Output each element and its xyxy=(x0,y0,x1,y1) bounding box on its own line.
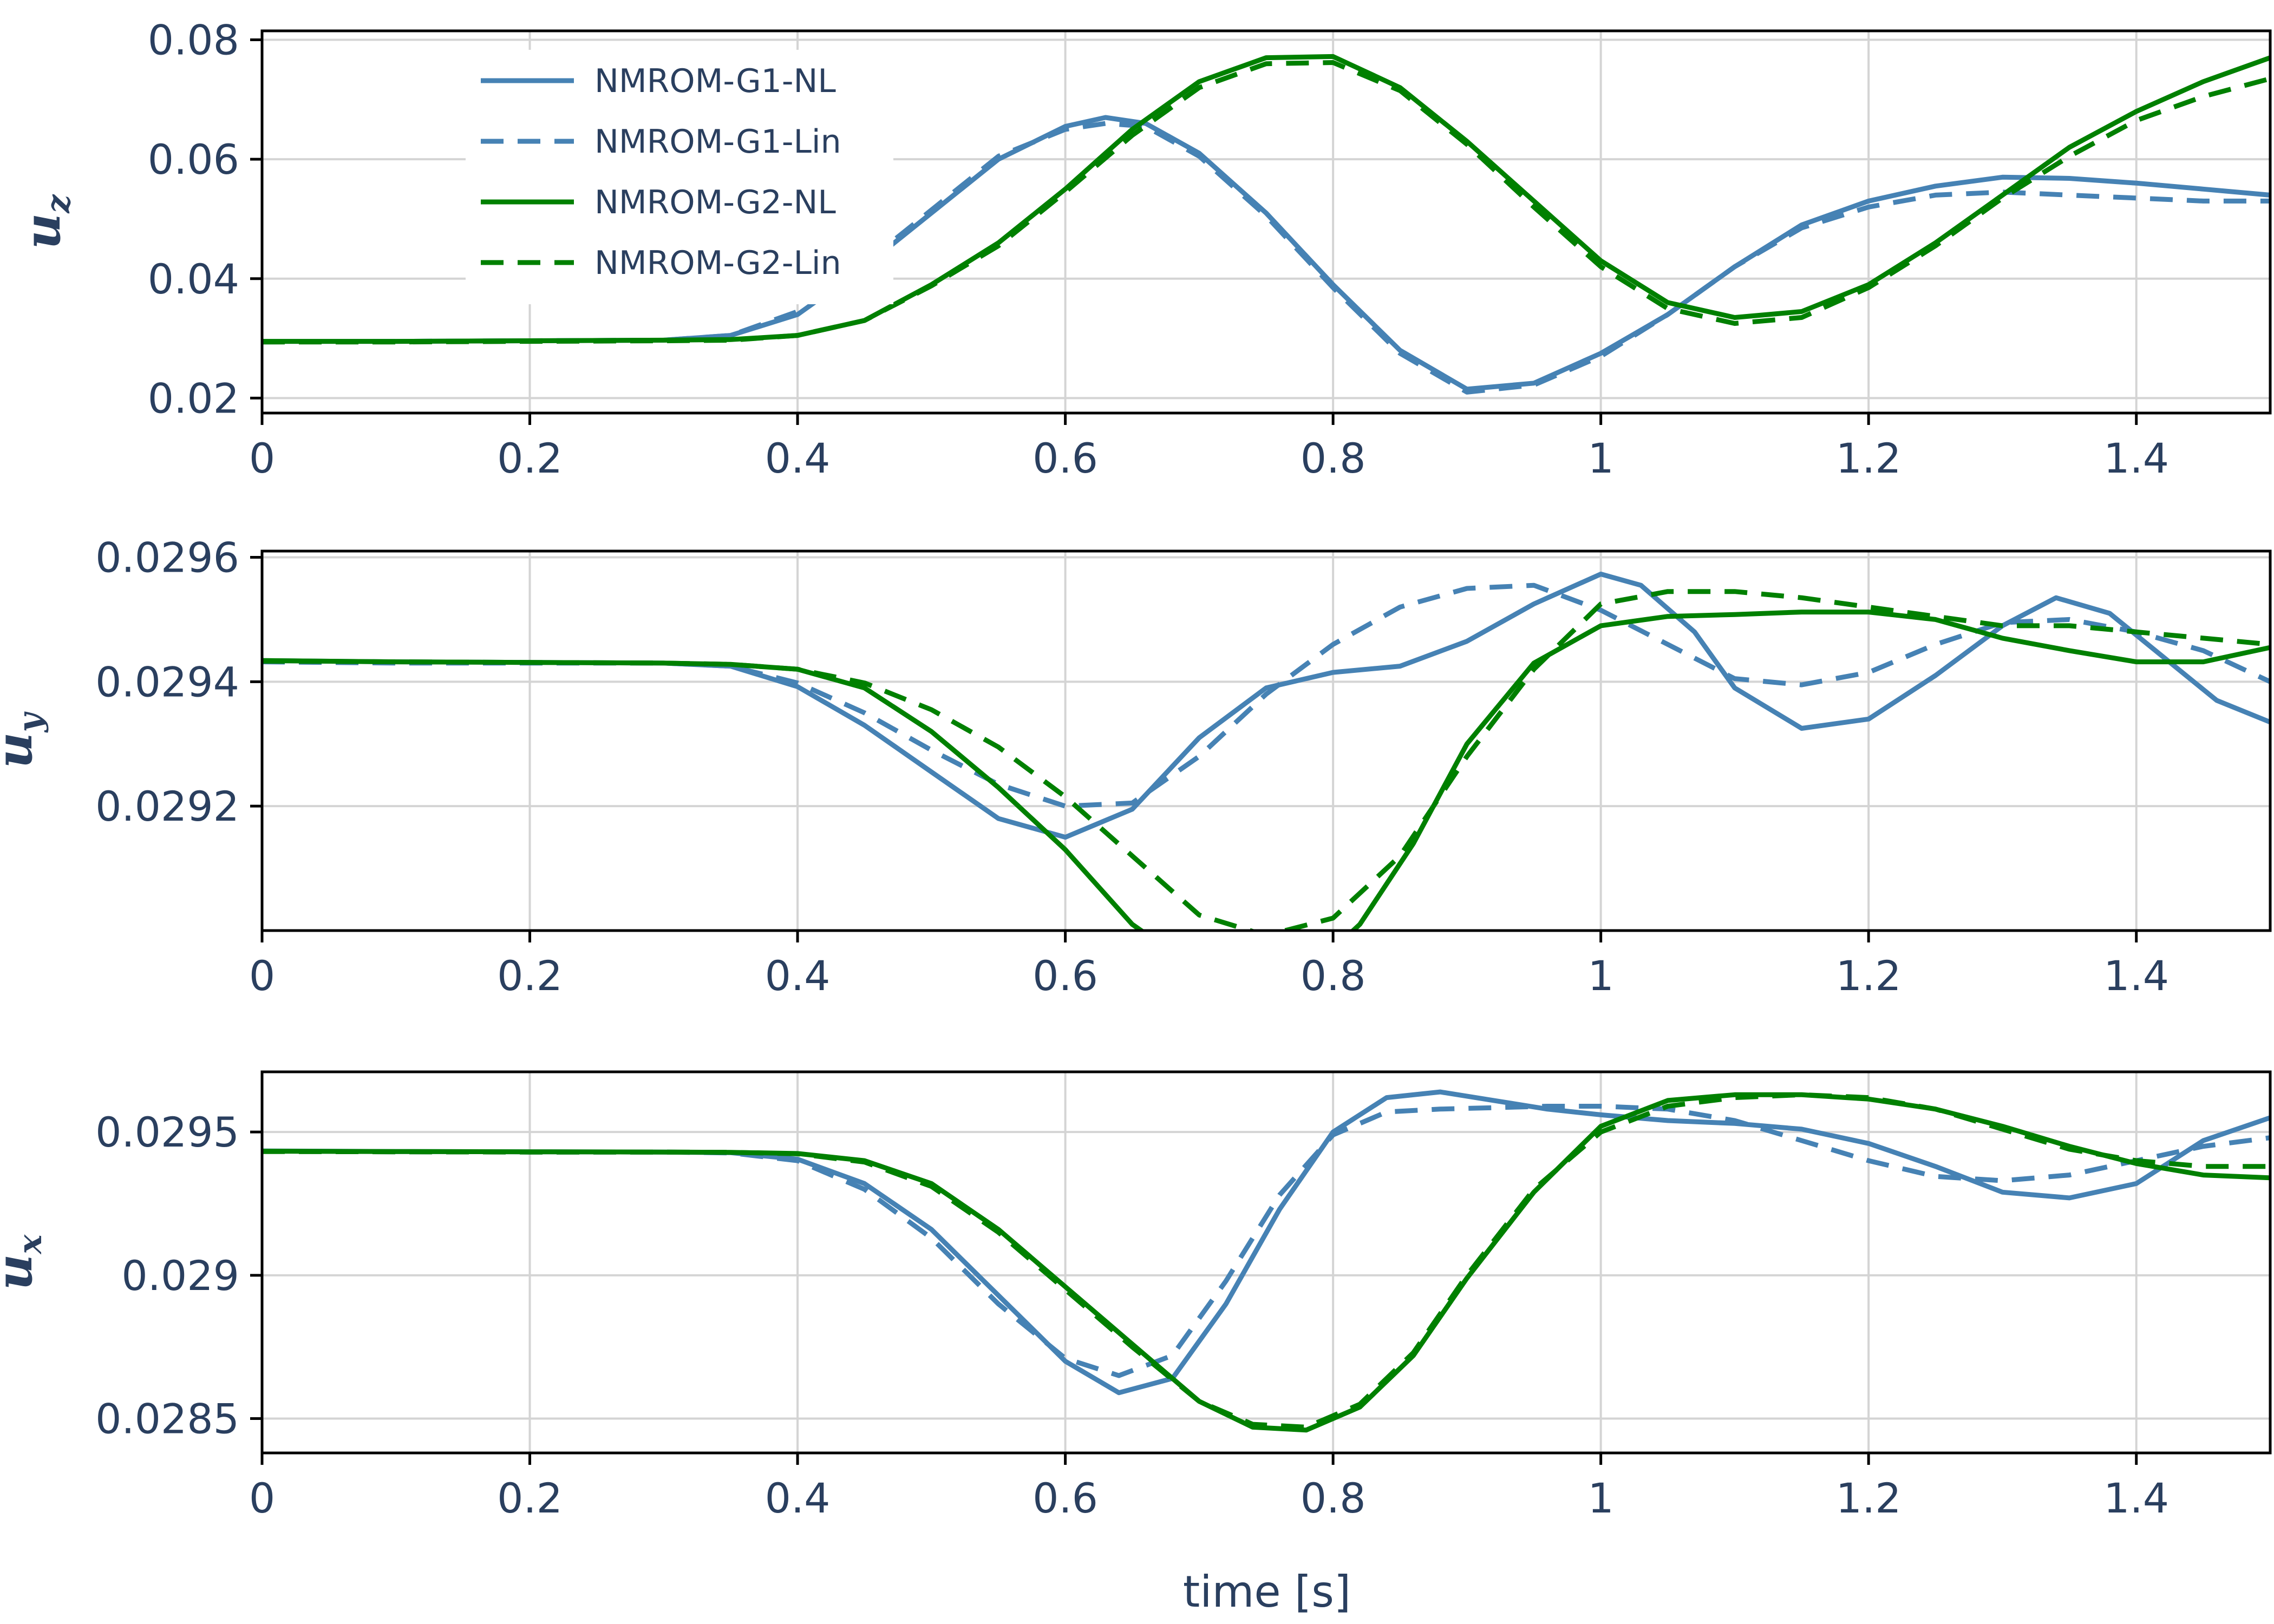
uz-y-tick-label: 0.06 xyxy=(148,135,239,184)
ux-series-nmrom-g2-lin xyxy=(262,1092,2270,1430)
ux-y-axis-title: ux xyxy=(0,1234,49,1290)
uy-y-axis-title-sub: y xyxy=(11,711,49,733)
ux-series-group xyxy=(262,1089,2270,1433)
uy-series-group xyxy=(262,572,2270,931)
uz-x-tick-label: 1 xyxy=(1587,434,1613,482)
uz-y-axis-title-main: u xyxy=(13,213,71,250)
uz-y-tick-label: 0.08 xyxy=(148,16,239,64)
legend-item-nmrom-g2-nl: NMROM-G2-NL xyxy=(481,184,836,221)
uz-x-tick-label: 1.4 xyxy=(2103,434,2169,482)
ux-x-tick-label: 1 xyxy=(1587,1474,1613,1522)
ux-x-tick-label: 1.4 xyxy=(2103,1474,2169,1522)
uy-series-nmrom-g1-lin xyxy=(262,582,2270,809)
ux-y-tick-label: 0.0295 xyxy=(95,1108,239,1156)
ux-x-tick-label: 0.2 xyxy=(497,1474,563,1522)
uy-y-axis-title: uy xyxy=(0,711,49,768)
uz-y-tick-label: 0.04 xyxy=(148,255,239,303)
ux-y-tick-label: 0.029 xyxy=(121,1252,239,1300)
ux-y-axis-title-sub: x xyxy=(11,1234,49,1255)
uz-series-nmrom-g2-lin xyxy=(262,60,2270,345)
ux-y-axis-title-main: u xyxy=(0,1254,43,1290)
ux-x-tick-label: 0 xyxy=(249,1474,275,1522)
ux-series-nmrom-g1-lin xyxy=(262,1104,2270,1378)
legend: NMROM-G1-NL NMROM-G1-Lin NMROM-G2-NL NMROM-… xyxy=(466,50,893,304)
uy-x-tick-label: 0.4 xyxy=(765,952,831,1000)
legend-item-nmrom-g1-nl: NMROM-G1-NL xyxy=(481,62,836,100)
ux-series-nmrom-g2-nl xyxy=(262,1092,2270,1433)
ux-y-tick-label: 0.0285 xyxy=(95,1394,239,1443)
x-axis-title: time [s] xyxy=(1183,1567,1351,1617)
uy-x-tick-label: 1.4 xyxy=(2103,952,2169,1000)
panel-ux: 0 0.2 0.4 0.6 0.8 1 1.2 1.4 0.0285 0.029 0.0295 ux xyxy=(0,1070,2272,1522)
uy-x-tick-label: 1 xyxy=(1587,952,1613,1000)
uz-x-tick-label: 0.8 xyxy=(1301,434,1366,482)
uy-series-nmrom-g2-nl xyxy=(262,610,2270,931)
legend-label: NMROM-G1-Lin xyxy=(594,123,841,161)
panel-uy: 0 0.2 0.4 0.6 0.8 1 1.2 1.4 0.0292 0.0294 0.0296 uy xyxy=(0,533,2272,1000)
uz-x-tick-label: 0 xyxy=(249,434,275,482)
ux-series-nmrom-g1-nl xyxy=(262,1089,2270,1396)
uz-y-tick-label: 0.02 xyxy=(148,374,239,422)
panel-uz: 0 0.2 0.4 0.6 0.8 1 1.2 1.4 0.02 0.04 0.06 0.08 uz xyxy=(13,16,2272,482)
uz-y-axis-title: uz xyxy=(13,194,77,250)
legend-label: NMROM-G2-Lin xyxy=(594,244,841,282)
uy-y-tick-label: 0.0294 xyxy=(95,658,239,706)
ux-x-tick-label: 1.2 xyxy=(1836,1474,1901,1522)
uy-series-nmrom-g1-nl xyxy=(262,572,2270,840)
ux-plot-frame xyxy=(260,1070,2272,1455)
uy-x-tick-label: 0.2 xyxy=(497,952,563,1000)
uy-x-tick-label: 1.2 xyxy=(1836,952,1901,1000)
uz-x-tick-label: 0.6 xyxy=(1033,434,1098,482)
uy-y-tick-label: 0.0292 xyxy=(95,782,239,830)
uy-x-tick-label: 0.6 xyxy=(1033,952,1098,1000)
uz-x-tick-label: 0.4 xyxy=(765,434,831,482)
uy-y-axis-title-main: u xyxy=(0,732,43,768)
uz-y-axis-title-sub: z xyxy=(40,194,77,214)
uz-series-group xyxy=(262,54,2270,395)
uy-plot-frame xyxy=(260,549,2272,932)
ux-x-tick-label: 0.6 xyxy=(1033,1474,1098,1522)
ux-x-tick-label: 0.8 xyxy=(1301,1474,1366,1522)
uy-x-tick-label: 0.8 xyxy=(1301,952,1366,1000)
uz-x-tick-label: 0.2 xyxy=(497,434,563,482)
uz-plot-frame xyxy=(260,29,2272,415)
uz-series-nmrom-g2-nl xyxy=(262,54,2270,344)
uy-series-nmrom-g2-lin xyxy=(262,589,2270,931)
legend-item-nmrom-g2-lin: NMROM-G2-Lin xyxy=(481,244,841,282)
uz-series-nmrom-g1-lin xyxy=(262,121,2270,395)
legend-label: NMROM-G1-NL xyxy=(594,62,836,100)
legend-label: NMROM-G2-NL xyxy=(594,184,836,221)
uy-x-tick-label: 0 xyxy=(249,952,275,1000)
legend-item-nmrom-g1-lin: NMROM-G1-Lin xyxy=(481,123,841,161)
uy-y-tick-label: 0.0296 xyxy=(95,533,239,581)
ux-x-tick-label: 0.4 xyxy=(765,1474,831,1522)
uz-x-tick-label: 1.2 xyxy=(1836,434,1901,482)
